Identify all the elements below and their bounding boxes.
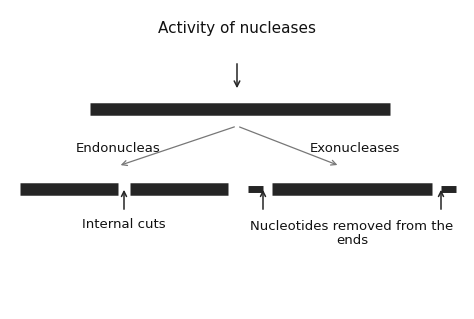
Text: Internal cuts: Internal cuts bbox=[82, 218, 166, 231]
Text: Nucleotides removed from the: Nucleotides removed from the bbox=[250, 219, 454, 233]
Text: Activity of nucleases: Activity of nucleases bbox=[158, 20, 316, 35]
Text: Exonucleases: Exonucleases bbox=[310, 143, 400, 155]
Text: ends: ends bbox=[336, 234, 368, 248]
Text: Endonucleas: Endonucleas bbox=[76, 143, 160, 155]
